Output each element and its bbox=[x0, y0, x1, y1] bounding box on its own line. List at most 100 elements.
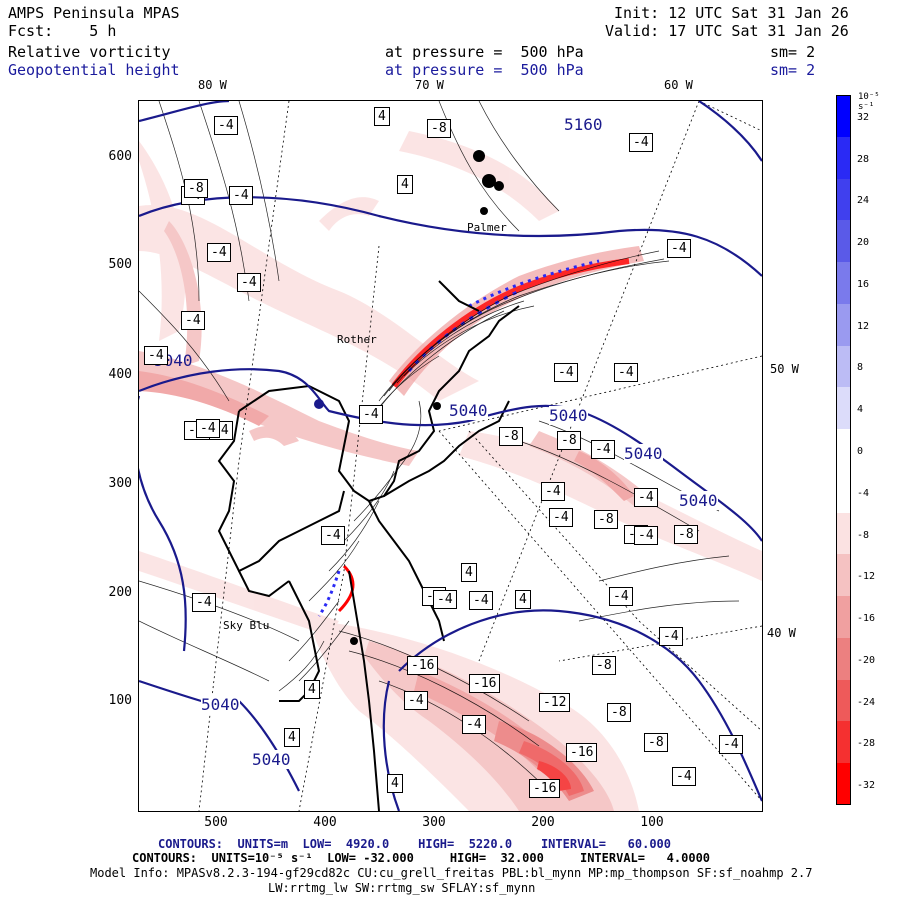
height-label: 5040 bbox=[549, 406, 588, 425]
colorbar-segment bbox=[836, 554, 851, 596]
x-tick: 100 bbox=[640, 815, 664, 830]
vorticity-label: -4 bbox=[634, 488, 658, 507]
colorbar-label: 4 bbox=[857, 404, 864, 416]
field2-level: at pressure = 500 hPa bbox=[385, 61, 584, 79]
vorticity-label: -4 bbox=[719, 735, 743, 754]
colorbar-label: 8 bbox=[857, 362, 864, 374]
map-plot-area[interactable]: Palmer Rother Sky Blu 5160 5040 5040 504… bbox=[138, 100, 763, 812]
height-label: 5040 bbox=[252, 750, 291, 769]
vorticity-label: -4 bbox=[192, 593, 216, 612]
lon-label-80w: 80 W bbox=[198, 78, 227, 92]
vorticity-label: -4 bbox=[591, 440, 615, 459]
field1-name: Relative vorticity bbox=[8, 43, 171, 61]
footer-line1: CONTOURS: UNITS=m LOW= 4920.0 HIGH= 5220… bbox=[158, 837, 671, 851]
vorticity-label: -4 bbox=[404, 691, 428, 710]
model-title: AMPS Peninsula MPAS bbox=[8, 4, 180, 22]
colorbar bbox=[836, 95, 851, 805]
place-rothera: Rother bbox=[337, 333, 377, 346]
vorticity-label: -4 bbox=[462, 715, 486, 734]
footer2-low: LOW= -32.000 bbox=[327, 851, 414, 865]
vorticity-label: -4 bbox=[196, 419, 220, 438]
vorticity-label: -16 bbox=[566, 743, 598, 762]
vorticity-label: -4 bbox=[554, 363, 578, 382]
vorticity-label: -4 bbox=[237, 273, 261, 292]
vorticity-label: 4 bbox=[284, 728, 300, 747]
vorticity-label: 4 bbox=[461, 563, 477, 582]
colorbar-label: 32 bbox=[857, 111, 870, 123]
vorticity-label: -4 bbox=[229, 186, 253, 205]
coastline bbox=[217, 280, 520, 811]
vorticity-label: 4 bbox=[397, 175, 413, 194]
vorticity-label: -16 bbox=[407, 656, 439, 675]
forecast-hour: Fcst: 5 h bbox=[8, 22, 117, 40]
footer2-high: HIGH= 32.000 bbox=[449, 851, 544, 865]
vorticity-label: -4 bbox=[667, 239, 691, 258]
footer2-interval: INTERVAL= 4.0000 bbox=[579, 851, 711, 865]
colorbar-label: -12 bbox=[857, 571, 876, 583]
vorticity-label: -4 bbox=[469, 591, 493, 610]
vorticity-label: -4 bbox=[634, 526, 658, 545]
colorbar-label: -8 bbox=[857, 529, 870, 541]
vorticity-label: -4 bbox=[549, 508, 573, 527]
colorbar-label: 20 bbox=[857, 237, 870, 249]
colorbar-segment bbox=[836, 763, 851, 805]
vorticity-label: 4 bbox=[374, 107, 390, 126]
vorticity-peninsula-core bbox=[317, 246, 644, 617]
model-info-2: LW:rrtmg_lw SW:rrtmg_sw SFLAY:sf_mynn bbox=[268, 881, 536, 895]
vorticity-label: 4 bbox=[304, 680, 320, 699]
vorticity-label: -4 bbox=[609, 587, 633, 606]
colorbar-label: -20 bbox=[857, 654, 876, 666]
colorbar-label: 24 bbox=[857, 195, 870, 207]
colorbar-label: -4 bbox=[857, 487, 870, 499]
colorbar-label: 0 bbox=[857, 446, 864, 457]
vorticity-label: -4 bbox=[181, 311, 205, 330]
vorticity-label: -4 bbox=[359, 405, 383, 424]
y-tick: 500 bbox=[108, 257, 132, 272]
x-tick: 500 bbox=[204, 815, 228, 830]
colorbar-segment bbox=[836, 470, 851, 513]
place-sky-blu: Sky Blu bbox=[223, 619, 270, 632]
vorticity-label: -8 bbox=[674, 525, 698, 544]
y-tick: 600 bbox=[108, 149, 132, 164]
footer-line2: CONTOURS: UNITS=10⁻⁵ s⁻¹ LOW= -32.000 HI… bbox=[132, 851, 710, 865]
valid-time: Valid: 17 UTC Sat 31 Jan 26 bbox=[605, 22, 849, 40]
vorticity-label: -16 bbox=[469, 674, 501, 693]
height-label: 5040 bbox=[449, 401, 488, 420]
vorticity-label: -12 bbox=[539, 693, 571, 712]
vorticity-label: -4 bbox=[207, 243, 231, 262]
vorticity-label: -4 bbox=[433, 590, 457, 609]
lat-label-50w: 50 W bbox=[770, 362, 799, 376]
height-label: 5040 bbox=[679, 491, 718, 510]
x-tick: 200 bbox=[531, 815, 555, 830]
graticule bbox=[198, 101, 762, 811]
colorbar-segment bbox=[836, 220, 851, 262]
model-info: Model Info: MPASv8.2.3-194-gf29cd82c CU:… bbox=[90, 866, 813, 880]
vorticity-label: -8 bbox=[499, 427, 523, 446]
vorticity-label: -4 bbox=[541, 482, 565, 501]
lat-label-40w: 40 W bbox=[767, 626, 796, 640]
colorbar-segment bbox=[836, 303, 851, 346]
colorbar-label: -24 bbox=[857, 696, 876, 708]
field2-smoothing: sm= 2 bbox=[770, 61, 816, 79]
colorbar-segment bbox=[836, 345, 851, 388]
height-label: 5040 bbox=[624, 444, 663, 463]
field1-level: at pressure = 500 hPa bbox=[385, 43, 584, 61]
colorbar-segment bbox=[836, 178, 851, 221]
colorbar-segment bbox=[836, 387, 851, 429]
vorticity-label: -8 bbox=[184, 179, 208, 198]
footer2-units: UNITS=10⁻⁵ s⁻¹ bbox=[211, 851, 313, 865]
vorticity-label: -4 bbox=[214, 116, 238, 135]
vorticity-label: -8 bbox=[427, 119, 451, 138]
colorbar-segment bbox=[836, 637, 851, 680]
footer2-label: CONTOURS: bbox=[132, 851, 198, 865]
colorbar-segment bbox=[836, 512, 851, 555]
colorbar-label: 12 bbox=[857, 320, 870, 332]
vorticity-label: 4 bbox=[387, 774, 403, 793]
lon-label-70w: 70 W bbox=[415, 78, 444, 92]
colorbar-label: 16 bbox=[857, 278, 870, 290]
y-tick: 100 bbox=[108, 693, 132, 708]
footer1-units: UNITS=m bbox=[237, 837, 289, 851]
colorbar-units: 10⁻⁵ s⁻¹ bbox=[858, 92, 880, 112]
vorticity-label: -4 bbox=[321, 526, 345, 545]
lon-label-60w: 60 W bbox=[664, 78, 693, 92]
